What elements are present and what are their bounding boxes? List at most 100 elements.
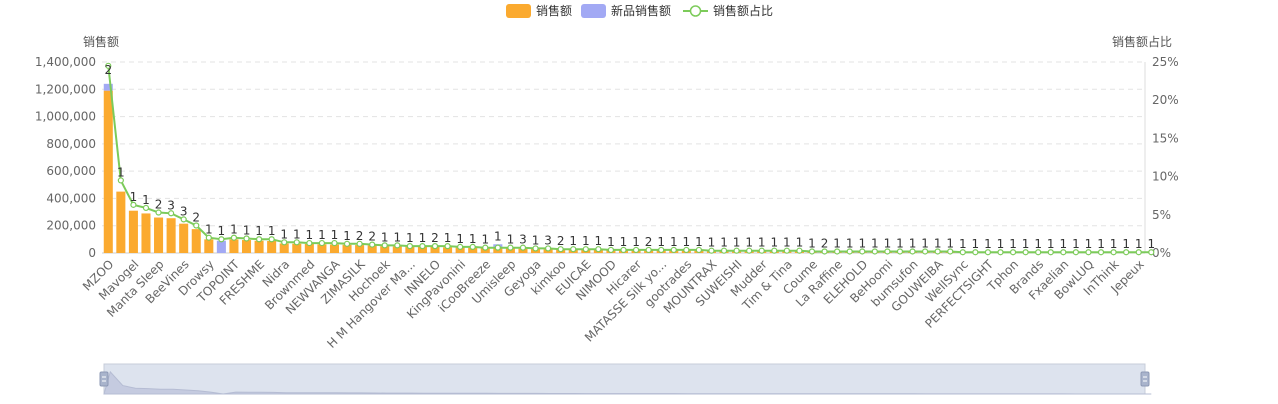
data-label: 1 (343, 229, 351, 243)
data-label: 1 (683, 235, 691, 249)
data-label: 1 (255, 224, 263, 238)
bar-sales[interactable] (167, 218, 176, 253)
y-left-tick-label: 200,000 (46, 219, 96, 233)
data-label: 1 (1009, 237, 1017, 251)
data-label: 1 (783, 236, 791, 250)
bar-sales[interactable] (154, 218, 163, 253)
bar-sales[interactable] (116, 192, 125, 253)
zoom-handle[interactable] (1141, 372, 1149, 386)
zoom-handle[interactable] (100, 372, 108, 386)
data-label: 1 (884, 236, 892, 250)
y-left-axis-title: 销售额 (83, 34, 119, 49)
y-left-tick-label: 1,000,000 (35, 110, 96, 124)
bar-sales[interactable] (255, 241, 264, 253)
y-left-tick-label: 1,200,000 (35, 82, 96, 96)
data-label: 2 (645, 235, 653, 249)
data-label: 2 (192, 210, 200, 224)
data-zoom-slider[interactable] (100, 364, 1151, 394)
legend-label[interactable]: 销售额 (536, 3, 572, 18)
legend-label[interactable]: 销售额占比 (713, 3, 773, 18)
legend-swatch-marker[interactable] (691, 6, 701, 16)
data-label: 1 (1072, 237, 1080, 251)
data-label: 1 (406, 231, 414, 245)
data-label: 1 (1135, 237, 1143, 251)
data-label: 1 (1022, 237, 1030, 251)
data-label: 1 (569, 234, 577, 248)
data-label: 1 (934, 236, 942, 250)
data-label: 1 (117, 165, 125, 179)
y-right-tick-label: 20% (1152, 93, 1179, 107)
data-label: 1 (796, 236, 804, 250)
data-label: 1 (808, 236, 816, 250)
data-label: 1 (582, 234, 590, 248)
data-label: 1 (657, 235, 665, 249)
data-label: 1 (532, 233, 540, 247)
data-label: 1 (620, 235, 628, 249)
y-right-tick-label: 25% (1152, 55, 1179, 69)
line-share (108, 66, 1151, 252)
data-label: 1 (708, 236, 716, 250)
y-left-tick-label: 800,000 (46, 137, 96, 151)
data-label: 2 (821, 236, 829, 250)
zoom-track[interactable] (104, 364, 1145, 394)
y-right-tick-label: 15% (1152, 131, 1179, 145)
legend-swatch[interactable] (506, 4, 531, 18)
y-left-tick-label: 1,400,000 (35, 55, 96, 69)
data-label: 1 (230, 223, 238, 237)
bar-sales[interactable] (242, 240, 251, 253)
bar-sales[interactable] (104, 91, 113, 253)
bar-sales[interactable] (267, 241, 276, 253)
data-label: 1 (595, 234, 603, 248)
data-label: 1 (280, 227, 288, 241)
data-label: 1 (456, 232, 464, 246)
data-label: 1 (846, 236, 854, 250)
data-label: 1 (444, 231, 452, 245)
legend-label[interactable]: 新品销售额 (611, 3, 671, 18)
data-label: 1 (946, 236, 954, 250)
data-label: 1 (733, 236, 741, 250)
data-label: 1 (833, 236, 841, 250)
data-label: 1 (469, 232, 477, 246)
data-label: 1 (419, 231, 427, 245)
data-label: 1 (745, 236, 753, 250)
data-label: 1 (871, 236, 879, 250)
data-label: 3 (180, 204, 188, 218)
data-label: 2 (356, 229, 364, 243)
data-label: 3 (544, 233, 552, 247)
grid-lines (102, 62, 1145, 226)
legend: 销售额 新品销售额 销售额占比 (506, 3, 773, 18)
bar-sales[interactable] (229, 239, 238, 253)
bar-sales[interactable] (129, 211, 138, 253)
data-label: 1 (1110, 237, 1118, 251)
data-label: 1 (494, 229, 502, 243)
bar-sales[interactable] (192, 229, 201, 253)
data-label: 1 (293, 227, 301, 241)
data-label: 1 (268, 224, 276, 238)
data-label: 1 (205, 223, 213, 237)
bar-sales[interactable] (141, 213, 150, 253)
data-label: 1 (1122, 237, 1130, 251)
data-label: 1 (984, 237, 992, 251)
data-label: 1 (921, 236, 929, 250)
data-label: 1 (1059, 237, 1067, 251)
y-right-tick-label: 5% (1152, 208, 1171, 222)
legend-swatch[interactable] (581, 4, 606, 18)
bar-sales[interactable] (204, 239, 213, 253)
y-left-tick-label: 600,000 (46, 164, 96, 178)
data-label: 1 (607, 235, 615, 249)
data-label: 2 (431, 231, 439, 245)
data-label: 1 (507, 233, 515, 247)
line-point[interactable] (495, 245, 500, 250)
bar-sales[interactable] (179, 224, 188, 253)
data-label: 1 (896, 236, 904, 250)
data-label: 1 (1097, 237, 1105, 251)
data-label: 1 (720, 236, 728, 250)
y-right-axis-title: 销售额占比 (1112, 34, 1172, 49)
data-label: 1 (381, 230, 389, 244)
bar-new-product-sales[interactable] (217, 241, 226, 253)
data-label: 1 (858, 236, 866, 250)
